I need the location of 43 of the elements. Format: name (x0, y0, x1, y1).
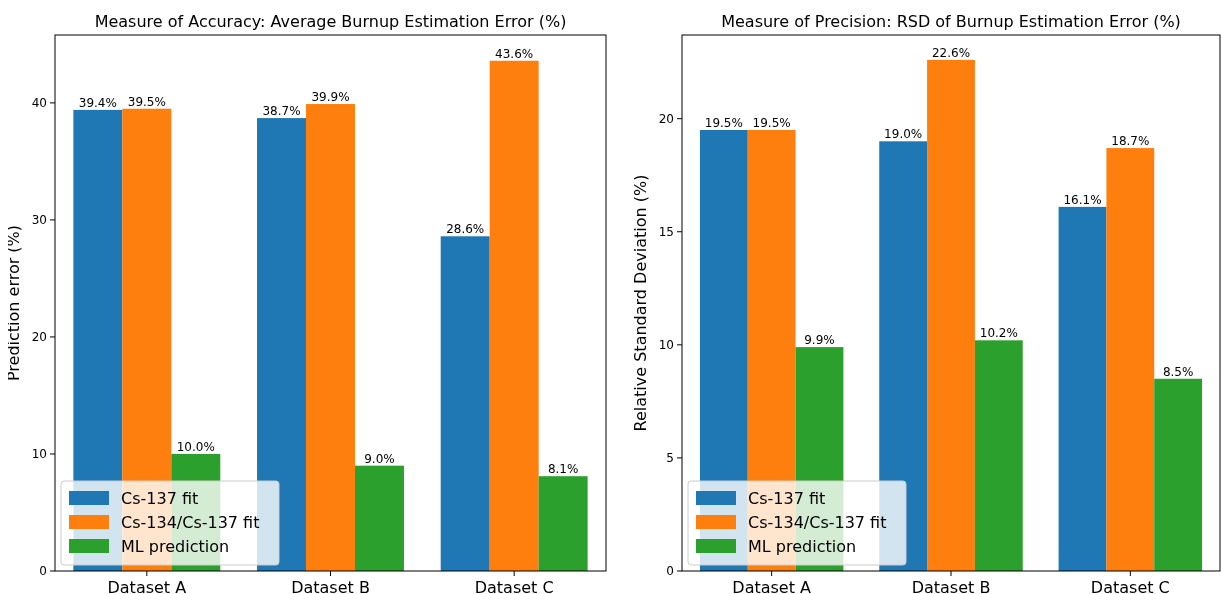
legend-label: Cs-137 fit (121, 488, 199, 508)
legend-label: ML prediction (748, 536, 857, 556)
y-tick-label: 20 (658, 111, 674, 126)
x-tick-label: Dataset A (107, 578, 187, 594)
data-label: 8.5% (1162, 364, 1194, 379)
y-tick-label: 30 (31, 213, 47, 228)
x-tick-label: Dataset B (291, 578, 370, 594)
y-tick-label: 0 (39, 564, 47, 579)
data-label: 28.6% (446, 222, 485, 237)
x-tick-label: Dataset B (911, 578, 991, 594)
y-tick-label: 40 (31, 96, 47, 111)
data-label: 19.5% (704, 115, 743, 130)
data-label: 43.6% (495, 46, 534, 61)
data-label: 22.6% (931, 45, 971, 60)
data-label: 39.9% (311, 90, 350, 105)
y-tick-label: 0 (666, 564, 674, 579)
y-axis-title: Relative Standard Deviation (%) (631, 174, 650, 432)
data-label: 38.7% (262, 104, 301, 119)
y-tick-label: 5 (666, 451, 674, 466)
data-label: 16.1% (1063, 192, 1102, 207)
legend-label: Cs-137 fit (748, 488, 826, 508)
legend-label: Cs-134/Cs-137 fit (121, 512, 260, 532)
data-label: 39.4% (78, 95, 117, 110)
data-label: 10.0% (176, 439, 215, 454)
y-tick-label: 15 (658, 224, 674, 239)
data-label: 19.0% (884, 127, 923, 142)
data-label: 9.9% (804, 333, 835, 348)
x-tick-label: Dataset C (474, 578, 554, 594)
data-label: 8.1% (547, 462, 579, 477)
y-tick-label: 10 (658, 338, 674, 353)
data-label: 18.7% (1111, 134, 1150, 149)
legend-label: ML prediction (121, 536, 230, 556)
data-label: 39.5% (127, 94, 166, 109)
y-tick-label: 20 (31, 330, 47, 345)
data-label: 19.5% (752, 115, 791, 130)
data-label: 9.0% (364, 451, 395, 466)
y-tick-label: 10 (31, 447, 47, 462)
chart-title: Measure of Accuracy: Average Burnup Estimation Error (%) (94, 12, 567, 31)
legend-label: Cs-134/Cs-137 fit (748, 512, 887, 532)
x-tick-label: Dataset C (1090, 578, 1170, 594)
data-label: 10.2% (979, 326, 1018, 341)
x-tick-label: Dataset A (732, 578, 812, 594)
chart-title: Measure of Precision: RSD of Burnup Estimation Error (%) (721, 12, 1181, 31)
